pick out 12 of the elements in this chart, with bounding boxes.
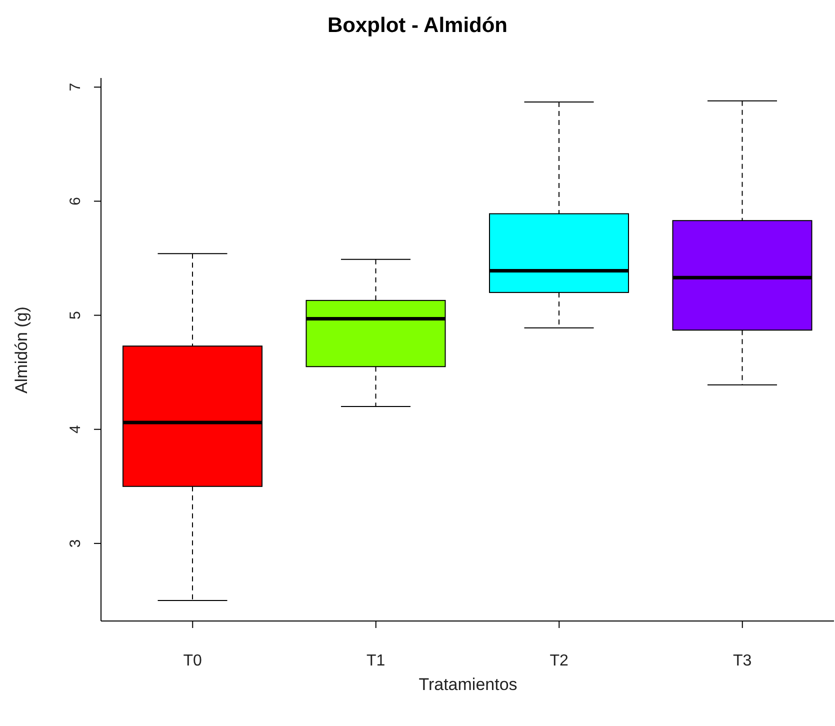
y-tick-label: 6 (67, 197, 84, 206)
x-axis-title: Tratamientos (418, 675, 518, 695)
chart-title: Boxplot - Almidón (326, 14, 509, 38)
x-tick-label: T0 (183, 652, 202, 670)
y-tick-label: 3 (67, 539, 84, 548)
y-tick-label: 4 (67, 425, 84, 434)
y-axis-title: Almidón (g) (12, 306, 32, 394)
y-tick-label: 5 (67, 311, 84, 320)
x-tick-label: T3 (733, 652, 752, 670)
y-tick-label: 7 (67, 82, 84, 92)
x-tick-label: T1 (366, 652, 386, 670)
x-tick-label: T2 (550, 652, 569, 670)
